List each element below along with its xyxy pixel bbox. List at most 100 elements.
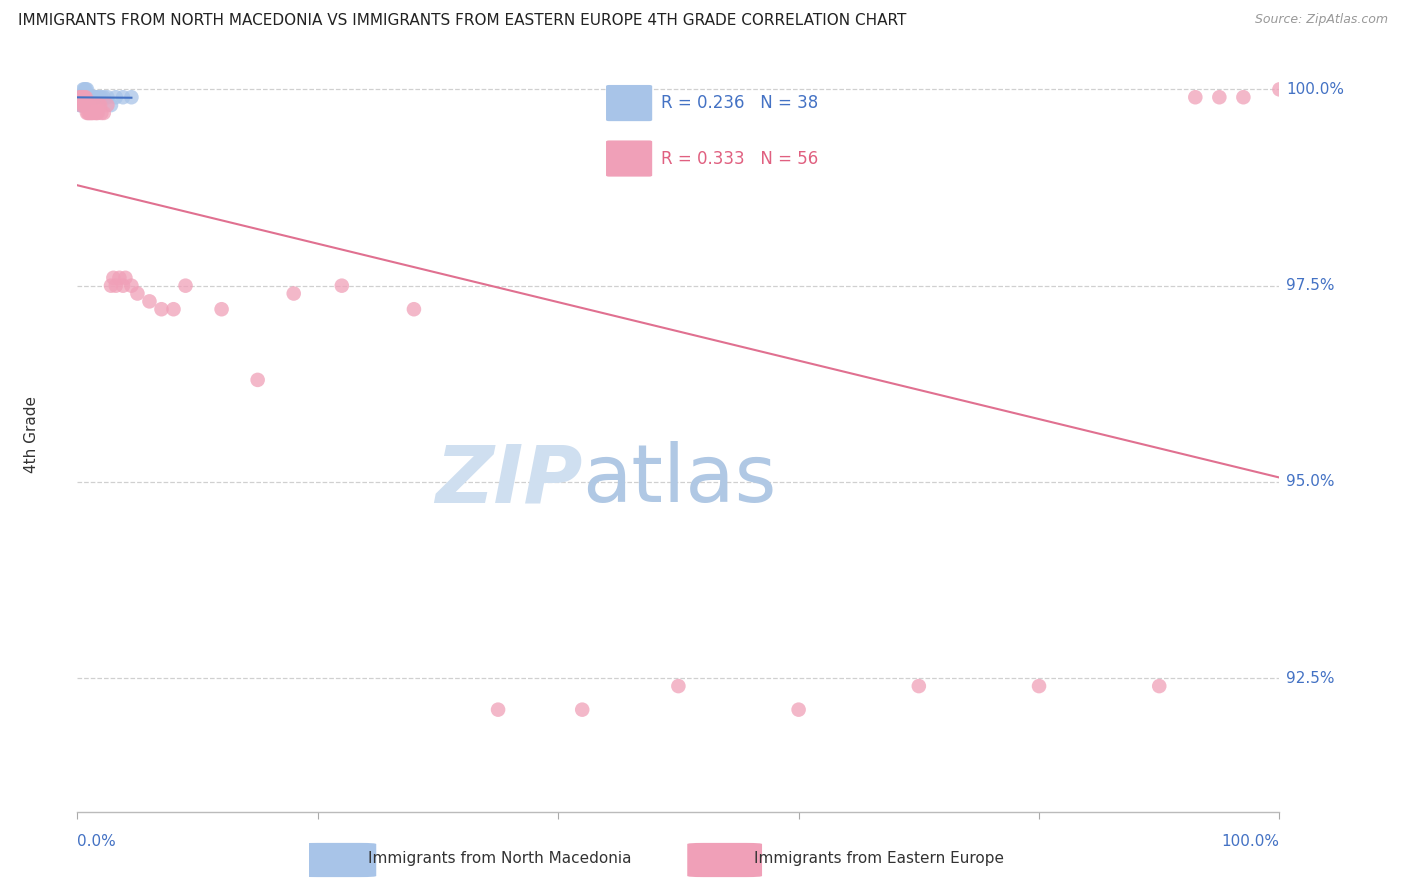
Point [80, 106, 103, 120]
Point [75, 90, 97, 104]
Point [83, 98, 105, 112]
Point [70, 90, 93, 104]
Point [72, 90, 94, 104]
Text: 92.5%: 92.5% [1286, 671, 1334, 686]
Point [76, 82, 98, 96]
Point [80, 90, 103, 104]
Point [77, 90, 100, 104]
Point [668, 679, 690, 693]
FancyBboxPatch shape [301, 843, 377, 877]
Point [1184, 90, 1206, 104]
Point [87, 106, 110, 120]
Point [77, 98, 100, 112]
Point [246, 373, 269, 387]
Point [114, 270, 136, 285]
Point [75, 98, 97, 112]
Point [127, 286, 149, 301]
Point [104, 278, 127, 293]
Point [73, 98, 96, 112]
Point [90, 106, 112, 120]
Point [89, 98, 111, 112]
Point [72, 82, 94, 96]
Point [120, 90, 142, 104]
FancyBboxPatch shape [688, 843, 762, 877]
Point [69, 90, 91, 104]
Point [283, 286, 305, 301]
Point [70, 98, 93, 112]
Point [96, 90, 118, 104]
Point [73, 82, 96, 96]
Point [111, 90, 134, 104]
Point [79, 90, 101, 104]
Text: Immigrants from Eastern Europe: Immigrants from Eastern Europe [754, 851, 1004, 866]
Point [70, 98, 93, 112]
Point [69, 90, 91, 104]
Text: Source: ZipAtlas.com: Source: ZipAtlas.com [1254, 13, 1388, 27]
Point [84, 106, 107, 120]
Text: 100.0%: 100.0% [1286, 82, 1344, 97]
Point [87, 98, 110, 112]
Point [100, 98, 122, 112]
Point [150, 302, 173, 317]
Point [1028, 679, 1050, 693]
Point [76, 90, 98, 104]
Point [111, 278, 134, 293]
Text: R = 0.333   N = 56: R = 0.333 N = 56 [661, 150, 818, 168]
Point [82, 106, 104, 120]
Point [1208, 90, 1230, 104]
Point [402, 302, 425, 317]
Text: IMMIGRANTS FROM NORTH MACEDONIA VS IMMIGRANTS FROM EASTERN EUROPE 4TH GRADE CORR: IMMIGRANTS FROM NORTH MACEDONIA VS IMMIG… [18, 13, 907, 29]
Point [84, 90, 107, 104]
Point [93, 90, 115, 104]
Point [79, 106, 101, 120]
Point [72, 98, 94, 112]
Point [76, 106, 98, 120]
Point [571, 703, 593, 717]
Point [72, 98, 94, 112]
Point [104, 90, 127, 104]
Point [174, 278, 197, 293]
Text: 100.0%: 100.0% [1222, 834, 1279, 849]
Point [138, 294, 160, 309]
Point [1149, 679, 1171, 693]
Point [162, 302, 184, 317]
Point [79, 106, 101, 120]
Point [108, 270, 131, 285]
Point [82, 90, 104, 104]
Point [1232, 90, 1254, 104]
Point [75, 90, 97, 104]
Point [69, 98, 91, 112]
Point [75, 82, 97, 96]
Point [1268, 82, 1291, 96]
Point [486, 703, 509, 717]
Point [73, 90, 96, 104]
Text: 4th Grade: 4th Grade [24, 396, 39, 474]
Point [86, 106, 108, 120]
Point [70, 98, 93, 112]
Point [76, 98, 98, 112]
Text: 95.0%: 95.0% [1286, 475, 1334, 490]
Point [83, 90, 105, 104]
Point [86, 90, 108, 104]
Point [79, 90, 101, 104]
Text: atlas: atlas [582, 441, 776, 519]
Point [79, 98, 101, 112]
Text: 97.5%: 97.5% [1286, 278, 1334, 293]
Point [79, 90, 101, 104]
Text: 0.0%: 0.0% [77, 834, 117, 849]
Point [77, 106, 100, 120]
Point [211, 302, 233, 317]
Point [70, 90, 93, 104]
Point [73, 90, 96, 104]
Point [100, 278, 122, 293]
Point [77, 90, 100, 104]
Point [103, 270, 125, 285]
Text: R = 0.236   N = 38: R = 0.236 N = 38 [661, 94, 818, 112]
Point [96, 98, 118, 112]
Point [330, 278, 353, 293]
Point [67, 90, 90, 104]
Text: Immigrants from North Macedonia: Immigrants from North Macedonia [368, 851, 631, 866]
Point [787, 703, 810, 717]
Point [87, 90, 110, 104]
Point [72, 90, 94, 104]
